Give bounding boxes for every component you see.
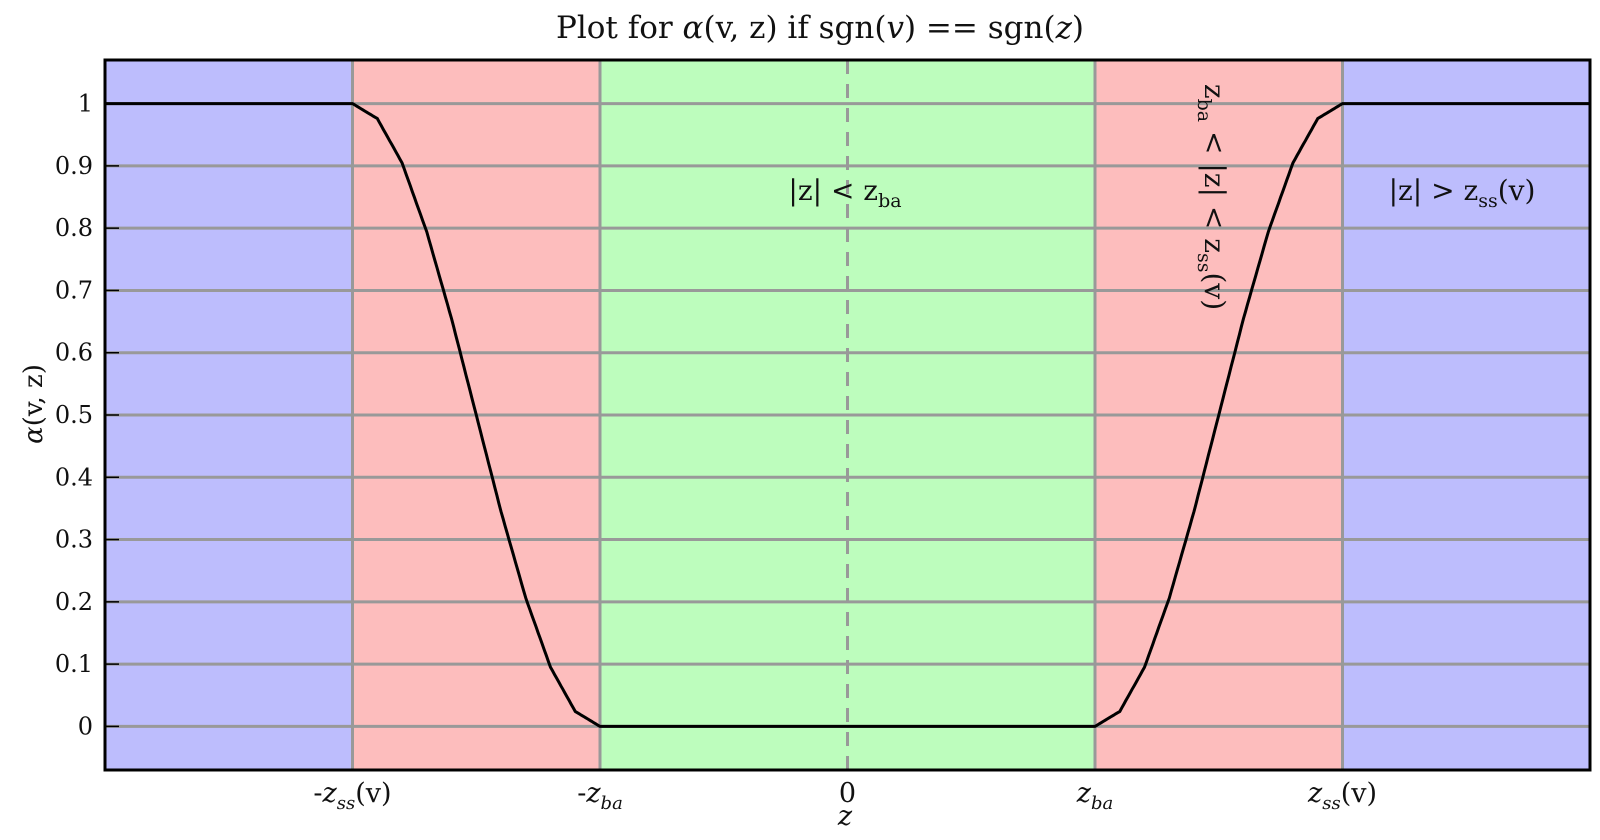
right-region-label: |z| > zss(v) xyxy=(1389,174,1536,212)
x-tick-label: -zba xyxy=(577,778,623,814)
x-tick-label: 0 xyxy=(839,778,856,809)
x-axis-label: z xyxy=(837,801,853,832)
plot-frame xyxy=(103,58,1592,772)
center-region-label: |z| < zba xyxy=(788,174,901,212)
y-tick-label: 0.6 xyxy=(55,339,93,367)
y-tick-label: 0.9 xyxy=(55,152,93,180)
x-tick-label: -zss(v) xyxy=(313,778,391,814)
y-tick-label: 0.8 xyxy=(55,214,93,242)
x-tick-label: zba xyxy=(1076,778,1114,814)
y-tick-label: 1 xyxy=(78,90,93,118)
x-tick-labels: -zss(v) -zba 0 zba zss(v) xyxy=(313,778,1377,814)
y-axis-label: α(v, z) xyxy=(19,364,49,444)
y-tick-label: 0.4 xyxy=(55,463,93,491)
y-tick-label: 0.2 xyxy=(55,588,93,616)
region-boundaries xyxy=(351,60,1344,770)
chart-title: Plot for α(v, z) if sgn(v) == sgn(z) xyxy=(556,10,1084,46)
y-tick-label: 0 xyxy=(78,712,93,740)
y-tick-label: 0.3 xyxy=(55,526,93,554)
y-tick-label: 0.1 xyxy=(55,650,93,678)
transition-region-label: zba < |z| < zss(v) xyxy=(1193,84,1231,310)
y-tick-labels: 0 0.1 0.2 0.3 0.4 0.5 0.6 0.7 0.8 0.9 1 xyxy=(55,90,93,741)
y-tick-label: 0.5 xyxy=(55,401,93,429)
x-tick-label: zss(v) xyxy=(1307,778,1377,814)
y-tick-label: 0.7 xyxy=(55,276,93,304)
alpha-curve xyxy=(105,102,1590,728)
